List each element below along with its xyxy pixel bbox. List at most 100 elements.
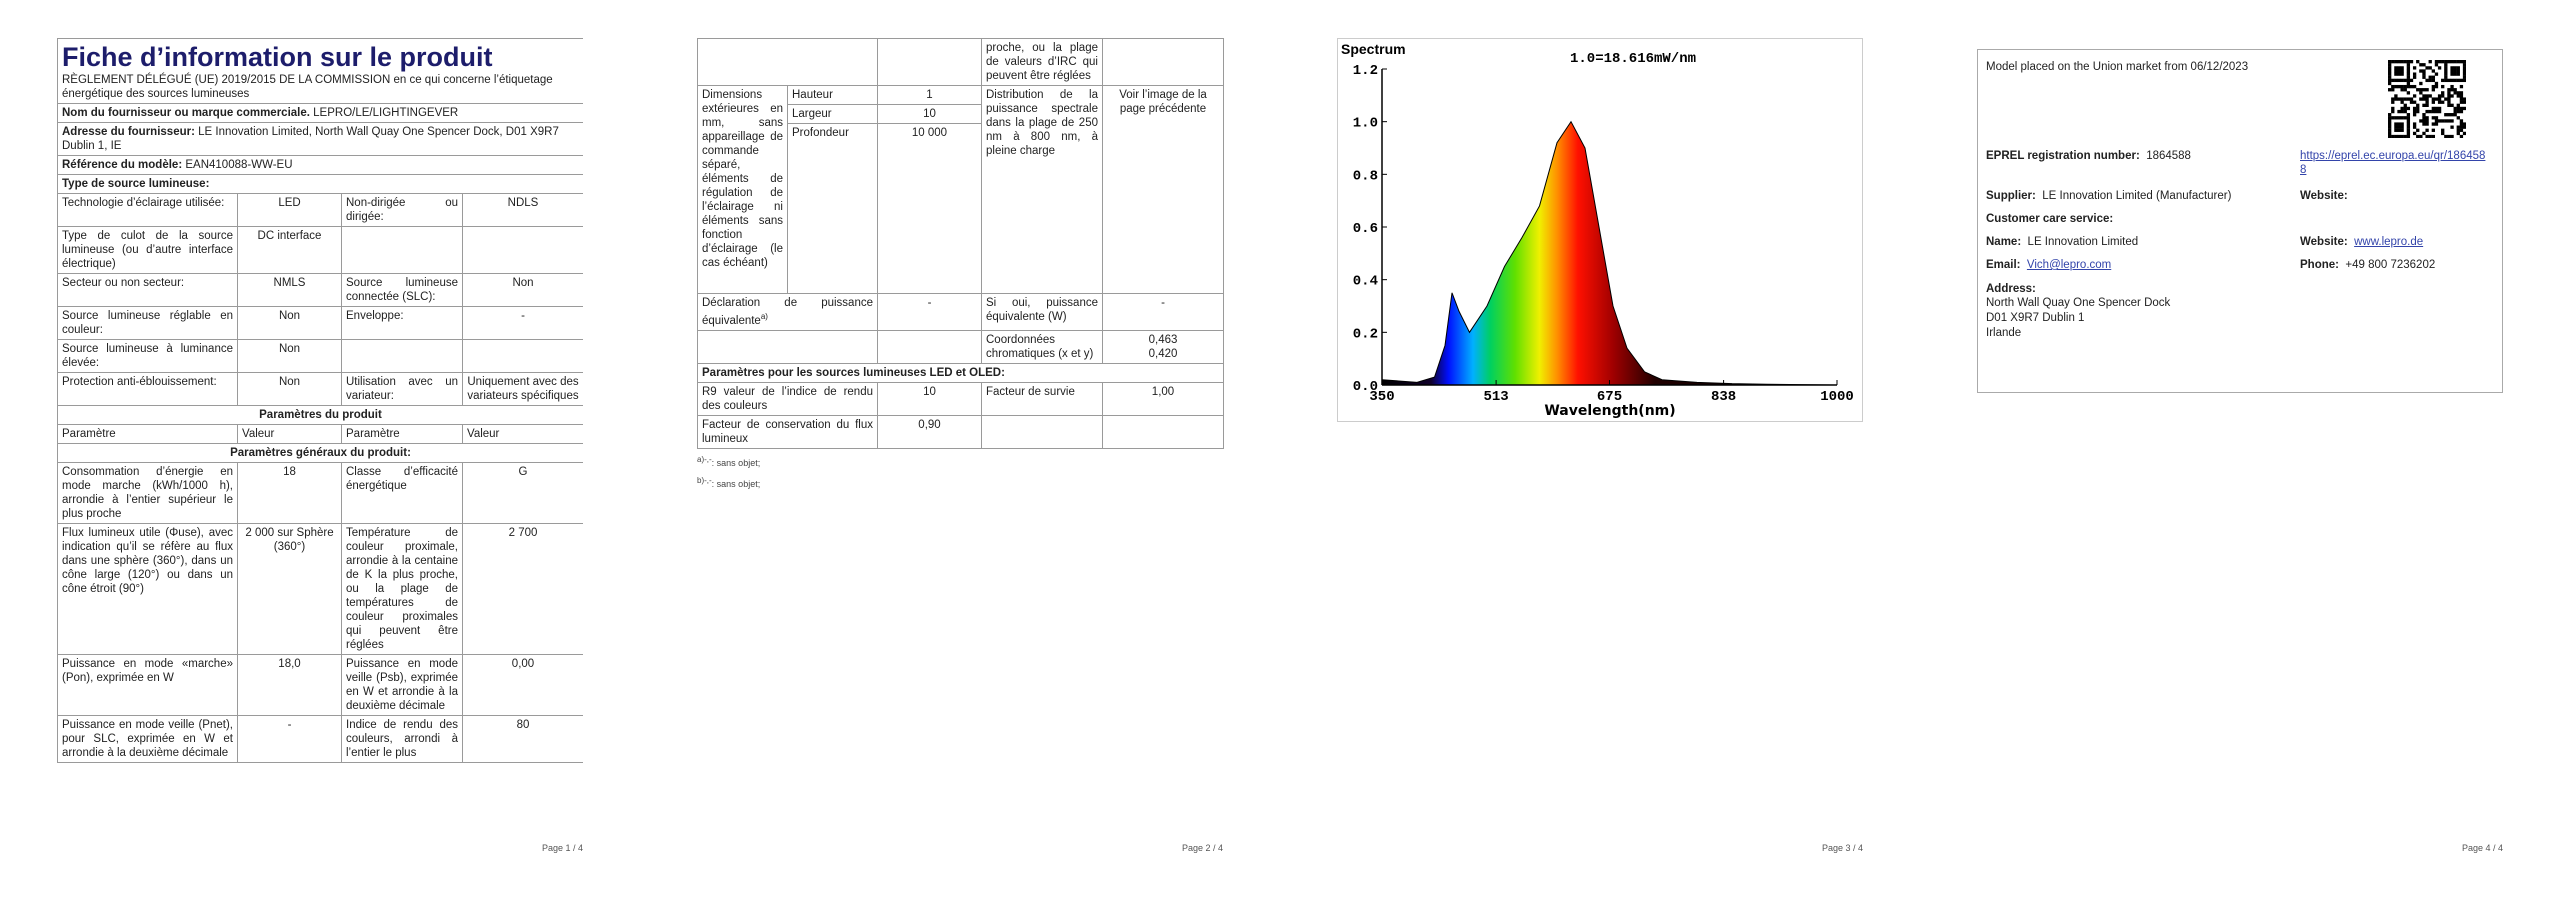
qr-module [2394, 60, 2398, 64]
qr-module [2456, 69, 2460, 73]
qr-module [2400, 100, 2404, 104]
x-axis-label: Wavelength(nm) [1544, 403, 1675, 419]
qr-module [2425, 97, 2429, 101]
qr-module [2425, 88, 2429, 92]
text: Facteur de conservation du flux lumineux [697, 414, 878, 449]
table-row: Nom du fournisseur ou marque commerciale… [57, 103, 583, 123]
table-row: Facteur de conservation du flux lumineux… [697, 414, 1224, 449]
qr-module [2419, 88, 2423, 92]
qr-module [2456, 94, 2460, 98]
email-link[interactable]: Vich@lepro.com [2026, 259, 2112, 271]
text: Dimensions extérieures en mm, sans appar… [697, 85, 788, 294]
qr-module [2416, 109, 2420, 114]
qr-module [2416, 60, 2420, 64]
text: Puissance en mode veille (Psb), exprimée… [341, 654, 463, 716]
qr-module [2422, 88, 2426, 92]
qr-module [2447, 100, 2451, 104]
qr-module [2412, 125, 2417, 129]
page-number: Page 4 / 4 [2461, 843, 2503, 853]
qr-module [2428, 66, 2432, 70]
text: Référence du modèle: [62, 159, 183, 171]
qr-module [2391, 88, 2395, 92]
qr-module [2431, 75, 2435, 79]
qr-module [2450, 134, 2454, 138]
qr-module [2453, 88, 2457, 92]
product-table: Fiche d’information sur le produit RÈGLEM… [57, 38, 583, 763]
qr-module [2388, 113, 2392, 117]
qr-module [2406, 60, 2411, 64]
qr-module [2437, 106, 2442, 111]
qr-module [2456, 109, 2460, 114]
qr-module [2425, 122, 2429, 126]
qr-module [2388, 122, 2392, 126]
text: Hauteur [787, 85, 878, 105]
text: D01 X9R7 Dublin 1 [1986, 312, 2085, 324]
text: Coordonnées chromatiques (x et y) [981, 329, 1103, 364]
qr-module [2459, 100, 2464, 104]
qr-module [2450, 88, 2454, 92]
qr-module [2431, 88, 2435, 92]
qr-module [2422, 119, 2426, 123]
table-row: Puissance en mode veille (Pnet), pour SL… [57, 715, 583, 763]
qr-module [2459, 60, 2464, 64]
qr-module [2431, 106, 2435, 111]
text: 1,00 [1102, 381, 1224, 416]
website-link[interactable]: www.lepro.de [2354, 236, 2424, 248]
qr-module [2394, 128, 2398, 132]
qr-module [2397, 78, 2401, 83]
qr-module [2444, 63, 2448, 67]
qr-module [2434, 63, 2439, 67]
qr-module [2450, 103, 2454, 107]
qr-module [2397, 72, 2401, 76]
qr-module [2459, 78, 2464, 83]
text: Indice de rendu des couleurs, arrondi à … [341, 715, 463, 763]
qr-module [2444, 60, 2448, 64]
text: Irlande [1986, 327, 2022, 339]
qr-module [2403, 109, 2407, 114]
text: North Wall Quay One Spencer Dock [1986, 297, 2171, 309]
text: Paramètres généraux du produit: [230, 447, 411, 459]
qr-module [2434, 109, 2439, 114]
qr-module [2412, 72, 2417, 76]
qr-module [2437, 100, 2442, 104]
element: a)-,-: sans objet; b)-,-: sans objet; [697, 451, 1223, 493]
qr-module [2462, 106, 2466, 111]
qr-module [2412, 75, 2417, 79]
table-cell: 0,463 0,420 [1102, 329, 1224, 364]
text: LED [237, 193, 342, 227]
chart-title: Spectrum [1341, 41, 1406, 57]
page-number: Page 2 / 4 [1181, 843, 1223, 853]
table-cell: Fiche d’information sur le produit RÈGLEM… [57, 38, 583, 104]
qr-module [2434, 84, 2439, 89]
qr-module [2397, 134, 2401, 138]
qr-module [2441, 100, 2445, 104]
qr-module [2437, 119, 2442, 123]
qr-module [2412, 109, 2417, 114]
qr-module [2447, 91, 2451, 95]
qr-module [2450, 72, 2454, 76]
qr-module [2406, 106, 2411, 111]
text: Source lumineuse réglable en couleur: [57, 306, 238, 340]
qr-module [2409, 97, 2414, 101]
table-row: Puissance en mode «marche» (Pon), exprim… [57, 654, 583, 716]
qr-module [2403, 134, 2407, 138]
qr-module [2453, 109, 2457, 114]
text: Voir l’image de la page précédente [1102, 85, 1224, 294]
text: LE Innovation Limited (Manufacturer) [2042, 190, 2232, 202]
table-cell: Paramètres généraux du produit: [57, 443, 583, 463]
qr-module [2422, 69, 2426, 73]
qr-module [2428, 109, 2432, 114]
spectrum-chart: Spectrum 1.0=18.616mW/nm Wavelength(nm) … [1337, 38, 1863, 422]
qr-module [2453, 78, 2457, 83]
qr-module [2462, 60, 2466, 64]
text: a) [760, 312, 768, 321]
qr-module [2422, 97, 2426, 101]
element: Customer care service: [1986, 212, 2113, 226]
table-row: Coordonnées chromatiques (x et y) 0,463 0,… [697, 329, 1224, 364]
text: NMLS [237, 273, 342, 307]
eprel-link[interactable]: https://eprel.ec.europa.eu/qr/1864588 [2300, 150, 2486, 176]
text: Non [462, 273, 583, 307]
qr-module [2391, 78, 2395, 83]
y-tick-label: 0.8 [1353, 168, 1378, 184]
